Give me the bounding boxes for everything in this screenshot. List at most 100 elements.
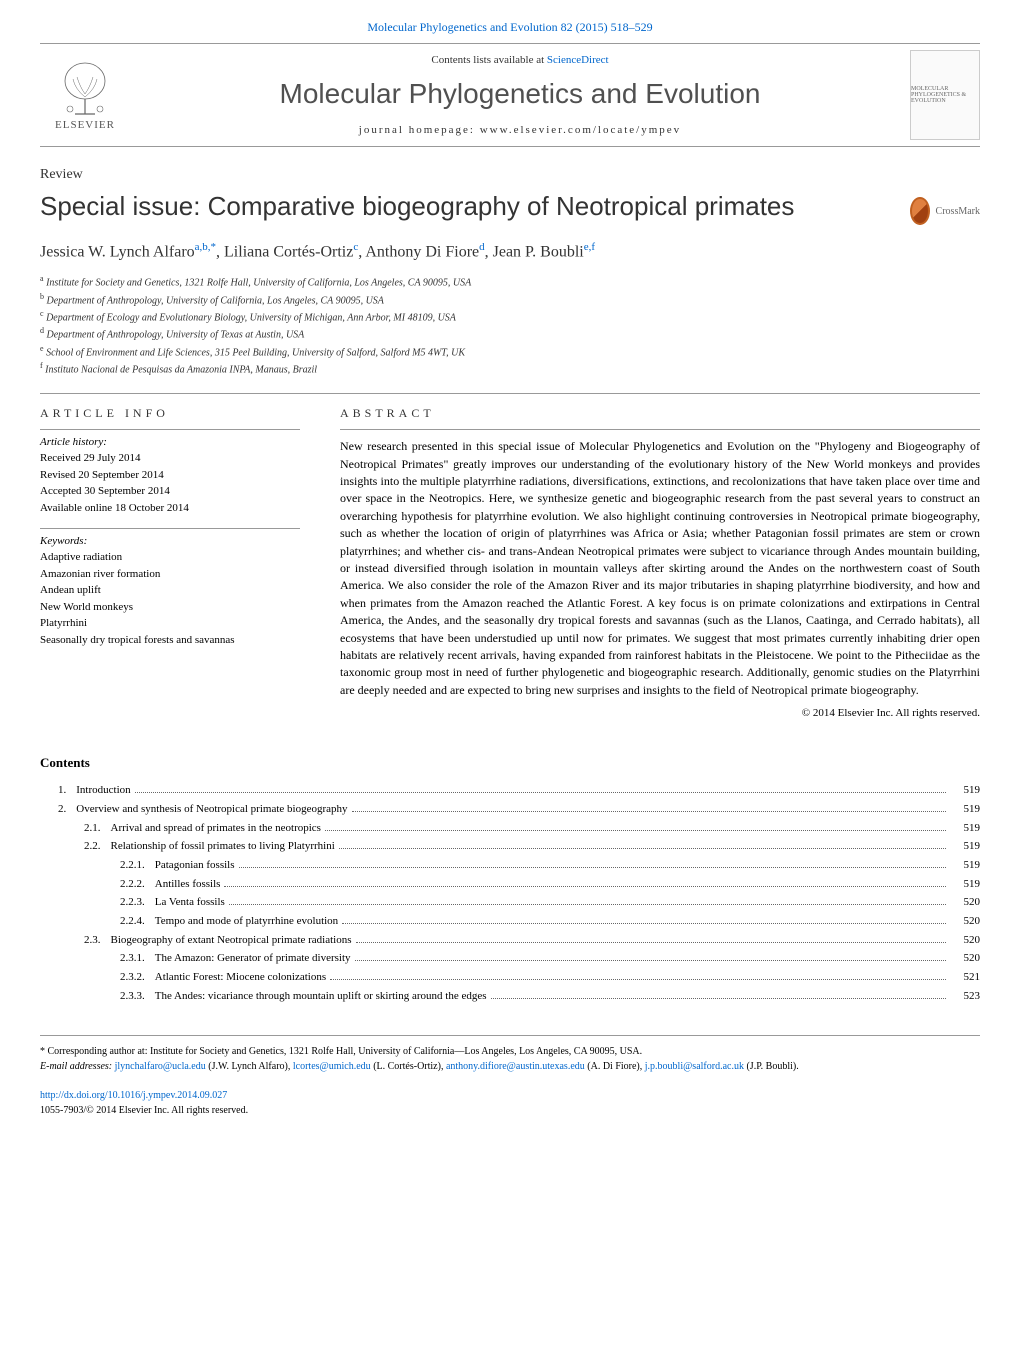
toc-num: 2.1. <box>84 819 111 838</box>
journal-header: ELSEVIER Contents lists available at Sci… <box>40 43 980 147</box>
author-4: Jean P. Boubli <box>493 243 584 260</box>
keyword-line: Andean uplift <box>40 582 300 599</box>
toc-dots <box>355 960 946 961</box>
toc-title: Tempo and mode of platyrrhine evolution <box>155 912 338 931</box>
history-line: Revised 20 September 2014 <box>40 467 300 484</box>
toc-title: Arrival and spread of primates in the ne… <box>111 819 321 838</box>
contents-prefix: Contents lists available at <box>431 54 546 66</box>
citation-header: Molecular Phylogenetics and Evolution 82… <box>0 0 1020 43</box>
toc-num: 2.3. <box>84 931 111 950</box>
toc-title: Atlantic Forest: Miocene colonizations <box>155 968 326 987</box>
history-line: Available online 18 October 2014 <box>40 500 300 517</box>
article-info-column: ARTICLE INFO Article history: Received 2… <box>40 394 320 731</box>
toc-title: Relationship of fossil primates to livin… <box>111 837 335 856</box>
toc-page: 520 <box>950 893 980 912</box>
doi-section: http://dx.doi.org/10.1016/j.ympev.2014.0… <box>40 1088 980 1118</box>
toc-page: 523 <box>950 987 980 1006</box>
crossmark-icon <box>910 197 930 225</box>
journal-cover-thumbnail: MOLECULAR PHYLOGENETICS & EVOLUTION <box>910 50 980 140</box>
toc-item[interactable]: 2.2.1.Patagonian fossils519 <box>40 856 980 875</box>
toc-title: La Venta fossils <box>155 893 225 912</box>
author-4-aff[interactable]: e,f <box>584 241 595 253</box>
corresponding-author-note: * Corresponding author at: Institute for… <box>40 1044 980 1059</box>
toc-item[interactable]: 2.3.3.The Andes: vicariance through moun… <box>40 987 980 1006</box>
toc-item[interactable]: 2.3.Biogeography of extant Neotropical p… <box>40 931 980 950</box>
footnote-email-link[interactable]: jlynchalfaro@ucla.edu <box>115 1061 206 1072</box>
footnote-email-link[interactable]: anthony.difiore@austin.utexas.edu <box>446 1061 585 1072</box>
toc-num: 2.2.1. <box>120 856 155 875</box>
keywords-section: Keywords: Adaptive radiationAmazonian ri… <box>40 528 300 648</box>
toc-dots <box>135 792 946 793</box>
author-3: Anthony Di Fiore <box>365 243 479 260</box>
doi-link[interactable]: http://dx.doi.org/10.1016/j.ympev.2014.0… <box>40 1090 227 1101</box>
toc-item[interactable]: 1.Introduction519 <box>40 781 980 800</box>
toc-item[interactable]: 2.Overview and synthesis of Neotropical … <box>40 800 980 819</box>
contents-lists-text: Contents lists available at ScienceDirec… <box>150 54 890 66</box>
history-line: Received 29 July 2014 <box>40 450 300 467</box>
toc-title: Antilles fossils <box>155 875 221 894</box>
info-abstract-row: ARTICLE INFO Article history: Received 2… <box>40 393 980 731</box>
elsevier-logo: ELSEVIER <box>40 45 130 145</box>
affiliation-line: c Department of Ecology and Evolutionary… <box>40 308 980 325</box>
author-1-corr[interactable]: * <box>211 241 217 253</box>
history-label: Article history: <box>40 436 300 448</box>
toc-item[interactable]: 2.2.Relationship of fossil primates to l… <box>40 837 980 856</box>
affiliation-line: e School of Environment and Life Science… <box>40 343 980 360</box>
toc-num: 2.2.2. <box>120 875 155 894</box>
toc-item[interactable]: 2.1.Arrival and spread of primates in th… <box>40 819 980 838</box>
contents-heading: Contents <box>40 755 980 771</box>
author-2-aff[interactable]: c <box>353 241 358 253</box>
toc-dots <box>352 811 946 812</box>
abstract-heading: ABSTRACT <box>340 406 980 421</box>
toc-item[interactable]: 2.2.4.Tempo and mode of platyrrhine evol… <box>40 912 980 931</box>
toc-num: 2.2.3. <box>120 893 155 912</box>
toc-item[interactable]: 2.3.1.The Amazon: Generator of primate d… <box>40 949 980 968</box>
toc-num: 2.3.2. <box>120 968 155 987</box>
homepage-prefix: journal homepage: <box>359 124 480 136</box>
author-3-aff[interactable]: d <box>479 241 485 253</box>
footnote-email-link[interactable]: lcortes@umich.edu <box>293 1061 371 1072</box>
affiliation-line: b Department of Anthropology, University… <box>40 291 980 308</box>
toc-title: Patagonian fossils <box>155 856 235 875</box>
toc-dots <box>229 904 946 905</box>
toc-item[interactable]: 2.3.2.Atlantic Forest: Miocene colonizat… <box>40 968 980 987</box>
toc-dots <box>325 830 946 831</box>
history-line: Accepted 30 September 2014 <box>40 483 300 500</box>
author-1-aff[interactable]: a,b, <box>195 241 211 253</box>
toc-num: 1. <box>58 781 76 800</box>
abstract-column: ABSTRACT New research presented in this … <box>320 394 980 731</box>
toc-dots <box>239 867 947 868</box>
crossmark-badge[interactable]: CrossMark <box>910 191 980 231</box>
authors-line: Jessica W. Lynch Alfaroa,b,*, Liliana Co… <box>40 241 980 261</box>
keyword-line: Amazonian river formation <box>40 566 300 583</box>
homepage-url[interactable]: www.elsevier.com/locate/ympev <box>480 124 681 136</box>
author-1: Jessica W. Lynch Alfaro <box>40 243 195 260</box>
sciencedirect-link[interactable]: ScienceDirect <box>547 54 609 66</box>
title-row: Special issue: Comparative biogeography … <box>40 191 980 231</box>
contents-section: Contents 1.Introduction5192.Overview and… <box>40 755 980 1005</box>
toc-num: 2.2.4. <box>120 912 155 931</box>
article-history-section: Article history: Received 29 July 2014Re… <box>40 429 300 516</box>
toc-title: Biogeography of extant Neotropical prima… <box>111 931 352 950</box>
toc-page: 519 <box>950 837 980 856</box>
toc-item[interactable]: 2.2.2.Antilles fossils519 <box>40 875 980 894</box>
journal-homepage: journal homepage: www.elsevier.com/locat… <box>150 124 890 136</box>
toc-num: 2. <box>58 800 76 819</box>
toc-page: 520 <box>950 912 980 931</box>
toc-page: 519 <box>950 781 980 800</box>
toc-title: Overview and synthesis of Neotropical pr… <box>76 800 347 819</box>
toc-dots <box>339 848 946 849</box>
affiliation-line: a Institute for Society and Genetics, 13… <box>40 273 980 290</box>
toc-page: 520 <box>950 949 980 968</box>
elsevier-label: ELSEVIER <box>55 119 115 131</box>
citation-link[interactable]: Molecular Phylogenetics and Evolution 82… <box>367 20 652 34</box>
toc-dots <box>491 998 946 999</box>
article-type: Review <box>40 167 980 183</box>
toc-item[interactable]: 2.2.3.La Venta fossils 520 <box>40 893 980 912</box>
toc-num: 2.2. <box>84 837 111 856</box>
cover-text: MOLECULAR PHYLOGENETICS & EVOLUTION <box>911 86 979 104</box>
article-title: Special issue: Comparative biogeography … <box>40 191 910 222</box>
toc-dots <box>356 942 946 943</box>
crossmark-label: CrossMark <box>936 206 980 217</box>
footnote-email-link[interactable]: j.p.boubli@salford.ac.uk <box>645 1061 744 1072</box>
